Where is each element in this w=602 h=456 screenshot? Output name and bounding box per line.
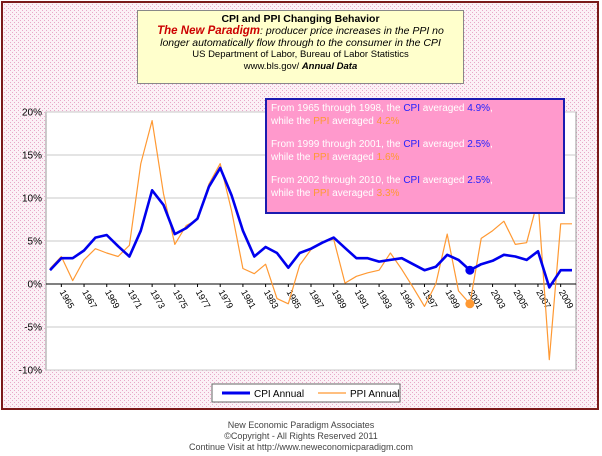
info-ppi-value: 1.6%: [376, 152, 400, 163]
paradigm-text: : producer price increases in the PPI no…: [160, 25, 444, 49]
info-period-1: From 1965 through 1998, the CPI averaged…: [271, 102, 559, 128]
series-layer: [49, 119, 572, 361]
title-box: CPI and PPI Changing Behavior The New Pa…: [137, 10, 464, 84]
info-text: while the: [271, 152, 314, 163]
info-text: averaged: [329, 188, 377, 199]
cpi-series-line: [49, 166, 572, 289]
legend-box: [211, 383, 401, 403]
info-text: averaged: [329, 116, 377, 127]
paradigm-statement: The New Paradigm: producer price increas…: [138, 25, 463, 49]
info-cpi-label: CPI: [403, 103, 420, 114]
info-cpi-label: CPI: [403, 175, 420, 186]
footer-copyright: ©Copyright - All Rights Reserved 2011: [224, 431, 378, 441]
info-period-3: From 2002 through 2010, the CPI averaged…: [271, 174, 559, 200]
info-text: averaged: [419, 103, 468, 114]
info-ppi-label: PPI: [313, 188, 330, 199]
footer-link[interactable]: Continue Visit at http://www.neweconomic…: [189, 442, 413, 452]
y-tick-label: 10%: [22, 194, 42, 205]
info-text: From 2002 through 2010, the: [271, 175, 404, 186]
chart-title: CPI and PPI Changing Behavior: [221, 13, 380, 25]
info-text: ,: [490, 103, 493, 114]
info-text: averaged: [329, 152, 377, 163]
info-text: From 1999 through 2001, the: [271, 139, 404, 150]
legend: CPI Annual PPI Annual: [211, 383, 401, 403]
info-period-2: From 1999 through 2001, the CPI averaged…: [271, 138, 559, 164]
info-ppi-value: 3.3%: [376, 188, 400, 199]
url-line: www.bls.gov/ Annual Data: [138, 61, 463, 73]
paradigm-label: The New Paradigm: [157, 25, 261, 37]
y-tick-label: 5%: [28, 237, 43, 248]
info-ppi-label: PPI: [313, 116, 330, 127]
y-tick-label: -5%: [24, 323, 42, 334]
ppi-highlight-point: [465, 299, 475, 309]
info-ppi-label: PPI: [313, 152, 330, 163]
info-cpi-value: 2.5%: [467, 139, 491, 150]
data-note: Annual Data: [301, 61, 358, 72]
legend-cpi-label: CPI Annual: [254, 389, 304, 400]
footer-company: New Economic Paradigm Associates: [227, 420, 375, 430]
info-text: ,: [490, 139, 493, 150]
info-text: while the: [271, 188, 314, 199]
y-tick-label: -10%: [19, 366, 42, 377]
info-text: ,: [490, 175, 493, 186]
source-line: US Department of Labor, Bureau of Labor …: [192, 49, 409, 60]
cpi-highlight-point: [465, 265, 475, 275]
source-url: www.bls.gov/: [243, 61, 300, 72]
info-text: while the: [271, 116, 314, 127]
info-text: From 1965 through 1998, the: [271, 103, 404, 114]
chart-frame: 20% 15% 10% 5% 0% -5% -10% 1965 1967 1969 1971 197…: [1, 1, 599, 410]
info-text: averaged: [419, 139, 468, 150]
info-ppi-value: 4.2%: [376, 116, 400, 127]
y-tick-label: 15%: [22, 151, 42, 162]
info-box: From 1965 through 1998, the CPI averaged…: [265, 98, 565, 214]
footer: New Economic Paradigm Associates ©Copyri…: [0, 420, 602, 453]
y-axis-ticks: 20% 15% 10% 5% 0% -5% -10%: [19, 108, 42, 377]
legend-ppi-label: PPI Annual: [350, 389, 399, 400]
info-cpi-value: 2.5%: [467, 175, 491, 186]
y-tick-label: 0%: [28, 280, 43, 291]
info-cpi-value: 4.9%: [467, 103, 491, 114]
info-text: averaged: [419, 175, 468, 186]
y-tick-label: 20%: [22, 108, 42, 119]
x-axis-ticks: 1965 1967 1969 1971 1973 1975 1977 1979 1981 1983…: [58, 284, 576, 310]
info-cpi-label: CPI: [403, 139, 420, 150]
